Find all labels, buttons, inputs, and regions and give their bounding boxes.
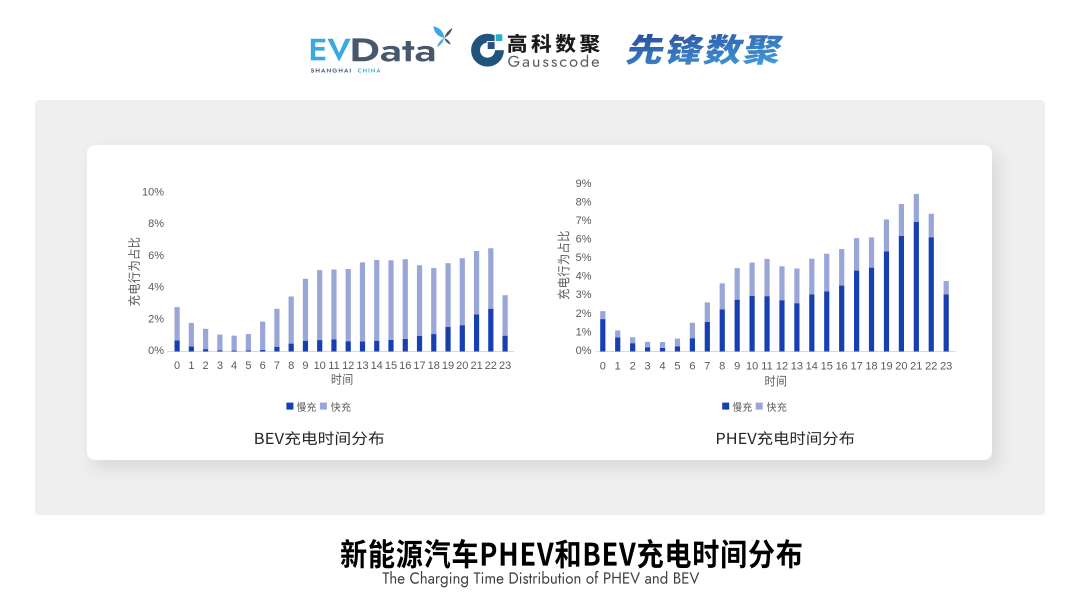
svg-text:3%: 3%	[576, 289, 592, 301]
svg-text:11: 11	[761, 361, 772, 373]
svg-text:12: 12	[776, 361, 788, 373]
svg-text:18: 18	[865, 361, 877, 373]
svg-text:7: 7	[274, 360, 280, 372]
svg-text:22: 22	[925, 361, 937, 373]
svg-text:15: 15	[821, 361, 833, 373]
svg-text:0: 0	[174, 360, 180, 372]
svg-text:13: 13	[791, 361, 803, 373]
svg-text:15: 15	[385, 360, 397, 372]
svg-text:3: 3	[217, 360, 223, 372]
svg-text:19: 19	[442, 360, 454, 372]
svg-text:4: 4	[231, 360, 237, 372]
svg-text:23: 23	[499, 360, 511, 372]
svg-text:23: 23	[940, 361, 952, 373]
svg-text:12: 12	[342, 360, 354, 372]
svg-text:1%: 1%	[576, 326, 592, 338]
svg-text:20: 20	[456, 360, 468, 372]
svg-text:8: 8	[288, 360, 294, 372]
svg-text:20: 20	[895, 361, 907, 373]
svg-text:3: 3	[645, 361, 651, 373]
svg-text:4%: 4%	[148, 282, 164, 294]
svg-text:11: 11	[328, 360, 339, 372]
svg-text:8%: 8%	[148, 218, 164, 230]
svg-text:16: 16	[399, 360, 411, 372]
svg-text:1: 1	[615, 361, 621, 373]
svg-text:5: 5	[674, 361, 680, 373]
svg-text:0: 0	[600, 361, 606, 373]
svg-text:6: 6	[689, 361, 695, 373]
svg-text:6%: 6%	[148, 250, 164, 262]
svg-text:17: 17	[413, 360, 425, 372]
svg-text:14: 14	[371, 360, 383, 372]
svg-text:6: 6	[260, 360, 266, 372]
svg-text:19: 19	[880, 361, 892, 373]
svg-text:0%: 0%	[576, 345, 592, 357]
svg-text:2%: 2%	[148, 313, 164, 325]
svg-text:18: 18	[428, 360, 440, 372]
svg-text:8%: 8%	[576, 197, 592, 209]
svg-text:2%: 2%	[576, 308, 592, 320]
svg-text:4%: 4%	[576, 271, 592, 283]
svg-text:7: 7	[704, 361, 710, 373]
svg-text:22: 22	[485, 360, 497, 372]
svg-text:9: 9	[734, 361, 740, 373]
svg-text:13: 13	[356, 360, 368, 372]
svg-text:17: 17	[850, 361, 862, 373]
svg-text:21: 21	[470, 360, 482, 372]
svg-text:5: 5	[245, 360, 251, 372]
svg-text:10: 10	[314, 360, 326, 372]
svg-text:0%: 0%	[148, 345, 164, 357]
svg-text:10%: 10%	[142, 186, 164, 198]
svg-text:14: 14	[806, 361, 818, 373]
svg-text:8: 8	[719, 361, 725, 373]
svg-text:16: 16	[836, 361, 848, 373]
svg-text:5%: 5%	[576, 252, 592, 264]
svg-text:4: 4	[659, 361, 665, 373]
svg-text:9%: 9%	[576, 178, 592, 190]
svg-text:9: 9	[302, 360, 308, 372]
svg-text:2: 2	[630, 361, 636, 373]
svg-text:1: 1	[188, 360, 194, 372]
svg-text:6%: 6%	[576, 234, 592, 246]
svg-text:21: 21	[910, 361, 922, 373]
svg-text:7%: 7%	[576, 215, 592, 227]
svg-text:10: 10	[746, 361, 758, 373]
svg-text:2: 2	[203, 360, 209, 372]
